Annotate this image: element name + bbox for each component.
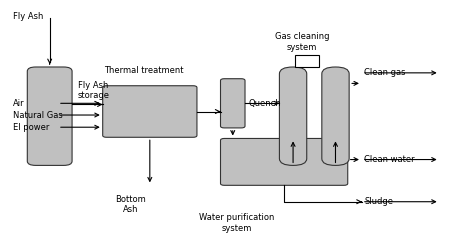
Text: Bottom
Ash: Bottom Ash (116, 195, 146, 214)
Text: Gas cleaning
system: Gas cleaning system (275, 32, 329, 52)
FancyBboxPatch shape (322, 67, 349, 165)
Text: Clean water: Clean water (364, 155, 415, 164)
Text: Sludge: Sludge (364, 197, 393, 206)
FancyBboxPatch shape (295, 55, 319, 67)
Text: Thermal treatment: Thermal treatment (104, 66, 183, 75)
Text: El power: El power (13, 123, 50, 132)
FancyBboxPatch shape (103, 86, 197, 137)
FancyBboxPatch shape (220, 79, 245, 128)
Text: Clean gas: Clean gas (364, 68, 406, 77)
FancyBboxPatch shape (220, 138, 348, 185)
Text: Quench: Quench (248, 99, 281, 108)
Text: Fly Ash
storage: Fly Ash storage (78, 81, 109, 100)
Text: Water purification
system: Water purification system (199, 213, 275, 233)
Text: Air: Air (13, 99, 25, 108)
Text: Fly Ash: Fly Ash (13, 12, 44, 21)
FancyBboxPatch shape (27, 67, 72, 165)
FancyBboxPatch shape (279, 67, 307, 165)
Text: Natural Gas: Natural Gas (13, 110, 63, 120)
